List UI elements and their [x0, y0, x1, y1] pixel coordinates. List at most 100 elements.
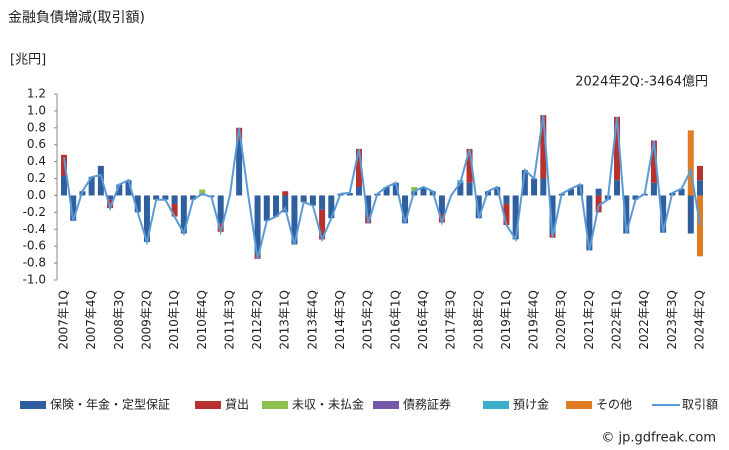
bar-segment — [457, 182, 464, 196]
bar-segment — [125, 180, 132, 196]
bar-segment — [61, 154, 67, 177]
legend-swatch — [262, 401, 288, 409]
y-tick-label: 0.4 — [27, 154, 46, 168]
x-tick-label: 2012年2Q — [250, 290, 264, 350]
x-tick-label: 2021年2Q — [582, 290, 596, 350]
bar-segment — [402, 195, 409, 224]
x-tick-label: 2013年1Q — [278, 290, 292, 350]
bar-segment — [263, 195, 270, 221]
bar-segment — [466, 148, 473, 183]
bar-segment — [355, 148, 362, 187]
x-tick-label: 2017年3Q — [444, 290, 458, 350]
bar-segment — [650, 140, 657, 183]
bar-segment — [540, 115, 547, 179]
bar-segment — [475, 195, 482, 219]
bar-segment — [420, 187, 427, 196]
legend-swatch — [373, 401, 399, 409]
bar-segment — [503, 195, 510, 204]
bar-segment — [107, 195, 114, 200]
x-tick-label: 2008年3Q — [112, 290, 126, 350]
bar-segment — [383, 187, 390, 196]
legend-label: 債務証券 — [403, 397, 451, 412]
legend-swatch — [566, 401, 592, 409]
bar-segment — [540, 178, 547, 196]
x-tick-label: 2015年2Q — [361, 290, 375, 350]
y-axis-label: [兆円] — [10, 53, 46, 68]
x-tick-label: 2007年1Q — [57, 290, 71, 350]
x-tick-label: 2020年3Q — [554, 290, 568, 350]
bar-segment — [282, 191, 289, 196]
bar-segment — [199, 189, 206, 194]
y-tick-label: -1.0 — [23, 273, 46, 287]
bar-segment — [88, 176, 95, 196]
legend-swatch — [195, 401, 221, 409]
bar-segment — [687, 195, 694, 234]
legend-swatch — [20, 401, 46, 409]
y-tick-label: -0.2 — [23, 205, 46, 219]
bar-segment — [319, 195, 326, 210]
chart-title: 金融負債増減(取引額) — [8, 9, 145, 26]
bar-segment — [567, 188, 574, 196]
y-tick-label: 0.2 — [27, 171, 46, 185]
x-tick-label: 2009年2Q — [139, 290, 153, 350]
x-tick-label: 2016年4Q — [416, 290, 430, 350]
bar-segment — [697, 180, 703, 196]
x-tick-label: 2018年2Q — [471, 290, 485, 350]
bar-segment — [97, 165, 104, 196]
bar-segment — [282, 195, 289, 213]
y-tick-label: -0.8 — [23, 256, 46, 270]
bar-segment — [614, 180, 621, 196]
bar-segment — [162, 195, 169, 200]
bar-segment — [217, 195, 224, 224]
bar-segment — [107, 199, 114, 209]
bar-segment — [143, 195, 150, 242]
x-tick-label: 2011年3Q — [222, 290, 236, 350]
bar-segment — [116, 184, 123, 196]
bar-segment — [438, 214, 445, 223]
y-tick-label: 0.6 — [27, 137, 46, 151]
bar-segment — [190, 195, 197, 200]
bar-segment — [438, 195, 445, 215]
bar-segment — [217, 223, 224, 232]
bar-segment — [660, 195, 667, 233]
legend-label: 未収・未払金 — [292, 397, 364, 412]
x-tick-label: 2010年4Q — [195, 290, 209, 350]
y-tick-label: 0.8 — [27, 120, 46, 134]
x-tick-label: 2024年2Q — [693, 290, 707, 350]
bar-segment — [697, 165, 703, 181]
bar-segment — [328, 195, 335, 219]
bar-segment — [697, 195, 703, 257]
bar-segment — [180, 195, 187, 234]
line-series — [63, 114, 701, 260]
bar-segment — [595, 195, 602, 213]
bar-segment — [153, 195, 160, 200]
bar-segment — [678, 188, 685, 196]
source: © jp.gdfreak.com — [601, 431, 716, 446]
bar-segment — [346, 192, 353, 196]
bar-segment — [171, 203, 178, 217]
y-tick-label: 1.0 — [27, 103, 46, 117]
annotation: 2024年2Q:-3464億円 — [575, 74, 708, 90]
bar-segment — [309, 195, 316, 206]
bar-segment — [549, 195, 556, 234]
legend-swatch — [483, 401, 509, 409]
bar-segment — [687, 130, 694, 196]
x-tick-label: 2007年4Q — [84, 290, 98, 350]
x-tick-label: 2016年1Q — [388, 290, 402, 350]
legend-label: その他 — [596, 398, 632, 412]
legend-label: 保険・年金・定型保証 — [50, 397, 170, 412]
bar-segment — [595, 188, 602, 196]
x-tick-label: 2014年3Q — [333, 290, 347, 350]
bar-segment — [134, 195, 141, 213]
y-tick-label: -0.6 — [23, 239, 46, 253]
bar-segment — [365, 195, 372, 215]
x-tick-label: 2010年1Q — [167, 290, 181, 350]
bar-segment — [392, 182, 399, 196]
bar-segment — [503, 203, 510, 226]
bar-segment — [319, 209, 326, 240]
legend-label: 預け金 — [513, 397, 549, 412]
bar-segment — [171, 195, 178, 204]
bar-segment — [650, 182, 657, 196]
bar-segment — [236, 140, 243, 196]
x-tick-label: 2019年1Q — [499, 290, 513, 350]
